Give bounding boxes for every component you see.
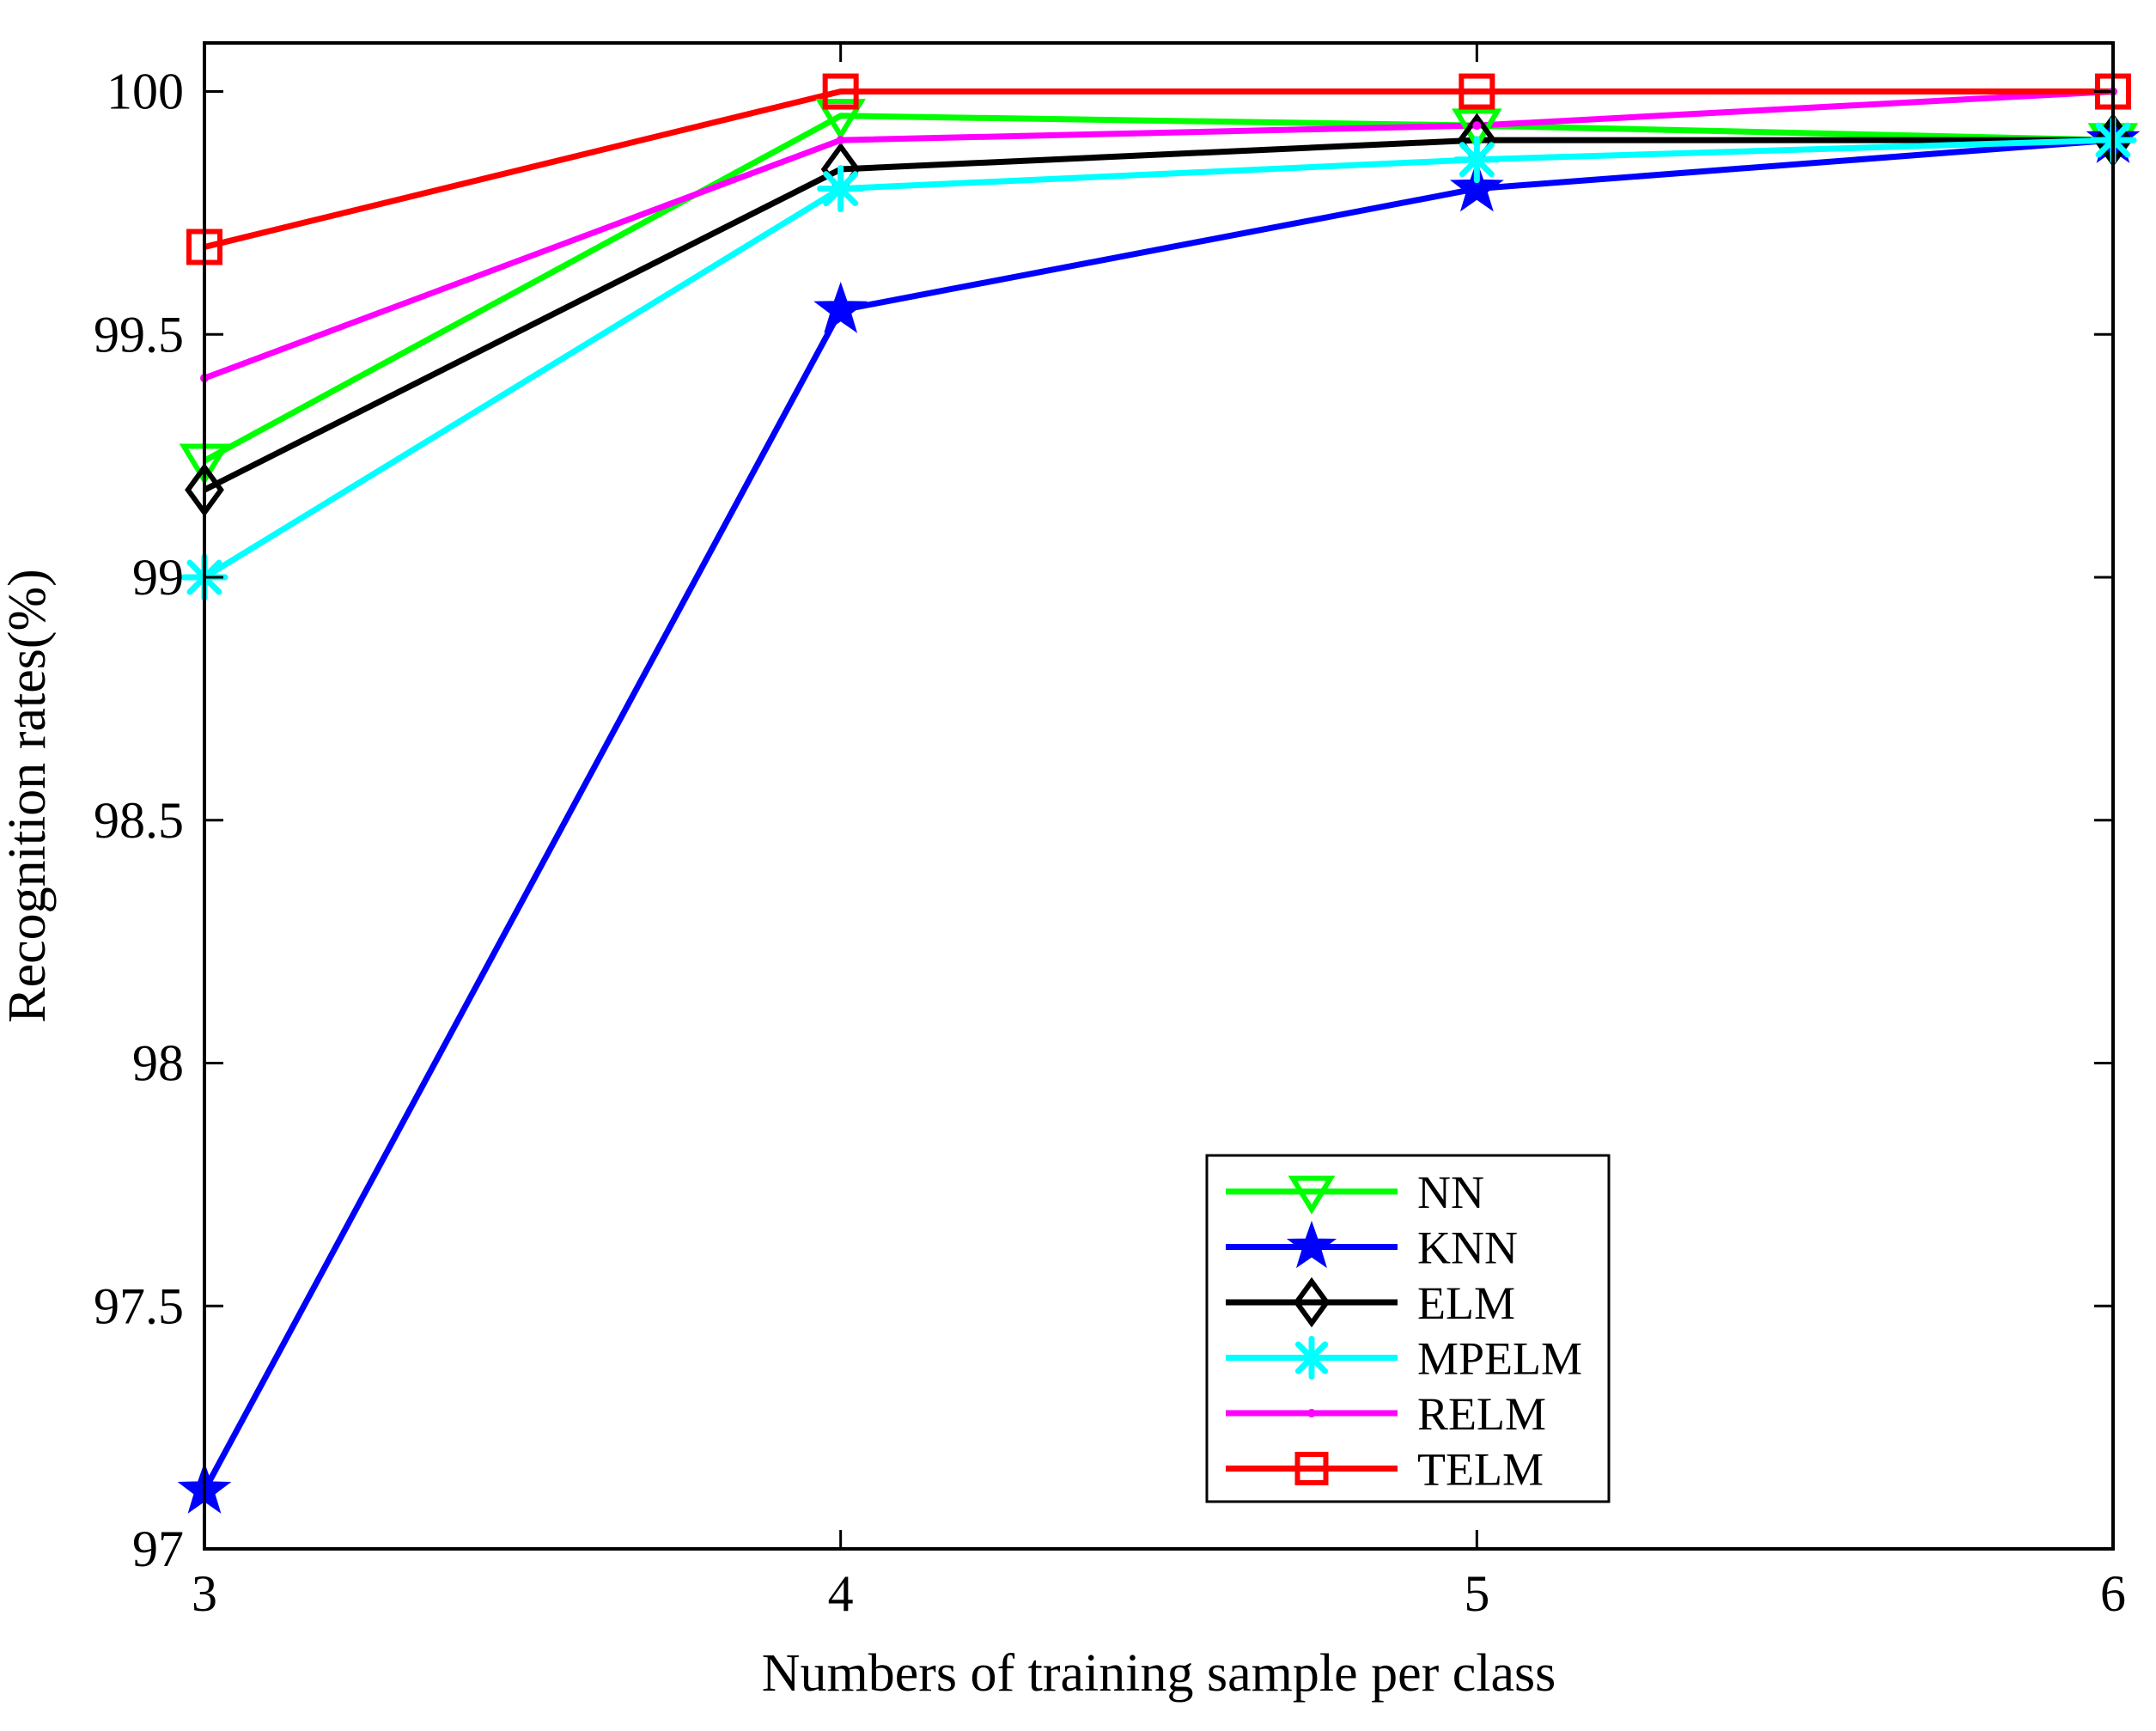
legend-marker-nn <box>1288 1175 1336 1215</box>
y-tick-label: 98.5 <box>94 792 184 849</box>
legend-label-nn: NN <box>1417 1167 1484 1218</box>
point-knn-x4 <box>813 281 868 333</box>
point-knn-x5 <box>1449 160 1504 212</box>
x-tick-label: 5 <box>1464 1565 1489 1622</box>
legend-label-telm: TELM <box>1417 1444 1544 1496</box>
legend-label-relm: RELM <box>1417 1388 1546 1440</box>
legend-marker-elm <box>1293 1277 1331 1328</box>
legend-label-knn: KNN <box>1417 1222 1518 1274</box>
y-tick-label: 97.5 <box>94 1277 184 1334</box>
y-tick-label: 97 <box>132 1521 184 1577</box>
point-relm-x5 <box>1472 121 1482 131</box>
legend-marker-knn <box>1286 1220 1337 1269</box>
asterisk-stroke <box>823 171 859 207</box>
y-axis-ticks: 97 97.5 98 98.5 99 99.5 100 <box>94 64 2113 1577</box>
y-tick-label: 99.5 <box>94 306 184 363</box>
y-tick-label: 100 <box>107 64 184 120</box>
y-tick-label: 98 <box>132 1035 184 1092</box>
point-nn-x4 <box>815 99 866 141</box>
point-telm-x4 <box>822 73 859 110</box>
x-axis-title: Numbers of training sample per class <box>762 1644 1556 1703</box>
legend-label-elm: ELM <box>1417 1277 1515 1329</box>
point-mpelm-x4 <box>817 165 865 213</box>
point-mpelm-x5 <box>1453 136 1501 184</box>
point-relm-x4 <box>836 136 845 145</box>
plot-frame <box>203 41 2115 1551</box>
x-tick-label: 3 <box>192 1565 217 1622</box>
y-tick-label: 99 <box>132 549 184 606</box>
plot-lines <box>201 88 2114 1492</box>
legend-label-mpelm: MPELM <box>1417 1333 1582 1385</box>
asterisk-stroke <box>1459 142 1495 178</box>
series-line-telm <box>204 88 2113 250</box>
legend-marker-telm <box>1294 1452 1329 1485</box>
x-tick-label: 6 <box>2100 1565 2126 1622</box>
x-axis-ticks: 3 4 5 6 <box>192 43 2126 1622</box>
asterisk-stroke <box>1294 1341 1329 1374</box>
y-axis-title: Recognition rates(%) <box>0 569 57 1023</box>
series-line-mpelm <box>203 137 2114 580</box>
point-telm-x5 <box>1459 73 1495 110</box>
x-tick-label: 4 <box>828 1565 854 1622</box>
series-line-elm <box>203 137 2113 493</box>
series-line-relm <box>203 88 2114 381</box>
series-line-knn <box>201 137 2114 1492</box>
legend-marker-relm <box>1307 1409 1316 1417</box>
legend-box <box>1205 1154 1611 1503</box>
legend-marker-mpelm <box>1289 1336 1334 1380</box>
series-line-nn <box>203 113 2114 464</box>
